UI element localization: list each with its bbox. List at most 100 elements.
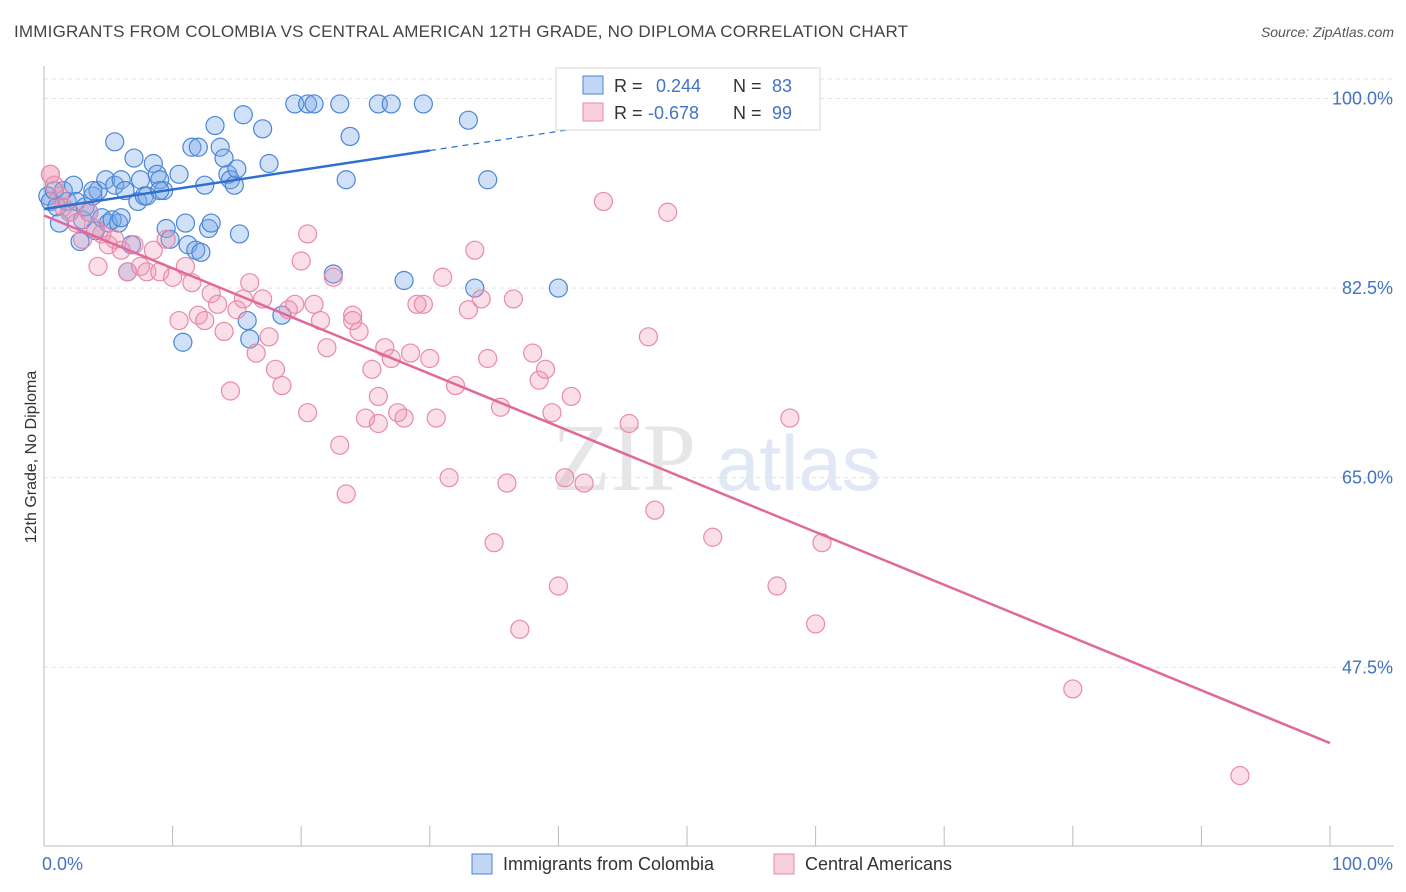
central-american-point: [413, 294, 433, 314]
central-american-point: [304, 294, 324, 314]
legend-n-label-1: N =: [733, 76, 762, 96]
central-american-point: [291, 251, 311, 271]
colombia-point: [63, 175, 84, 195]
central-american-point: [44, 175, 64, 195]
central-american-point: [227, 300, 247, 320]
central-american-point: [298, 224, 318, 244]
colombia-point: [188, 137, 208, 157]
central-american-point: [555, 468, 575, 488]
colombia-point: [96, 170, 116, 190]
central-american-point: [780, 408, 800, 428]
central-american-point: [400, 343, 421, 363]
bottom-legend-label-colombia: Immigrants from Colombia: [503, 854, 715, 874]
colombia-point: [233, 105, 253, 125]
central-american-point: [484, 533, 504, 553]
central-american-point: [439, 468, 459, 488]
colombia-point: [340, 126, 360, 147]
legend-r-label-2: R =: [614, 103, 643, 123]
central-american-point: [638, 327, 659, 347]
colombia-point: [70, 231, 90, 252]
colombia-point: [548, 278, 569, 298]
colombia-point: [229, 224, 250, 244]
colombia-point: [143, 153, 163, 174]
watermark-zip: ZIP: [552, 404, 696, 511]
central-american-point: [362, 359, 382, 379]
central-american-point: [465, 240, 485, 260]
axes: 47.5% 65.0% 82.5% 100.0% 0.0% 100.0%: [42, 66, 1394, 874]
legend-n-label-2: N =: [733, 103, 762, 123]
central-american-point: [535, 359, 556, 379]
central-american-point: [574, 473, 594, 493]
central-american-point: [265, 359, 286, 379]
colombia-point: [156, 218, 176, 239]
central-american-point: [317, 338, 337, 358]
series-legend: Immigrants from Colombia Central America…: [471, 853, 952, 875]
central-american-point: [523, 343, 543, 363]
x-tick-label: 0.0%: [42, 854, 83, 874]
colombia-point: [381, 94, 401, 114]
central-american-point: [510, 619, 530, 639]
colombia-point: [465, 278, 485, 298]
central-american-point: [214, 321, 234, 342]
colombia-point: [111, 170, 131, 190]
central-american-point: [156, 229, 176, 249]
colombia-point: [83, 180, 103, 201]
central-american-point: [208, 294, 228, 314]
central-american-point: [394, 408, 414, 428]
colombia-point: [227, 159, 247, 179]
y-tick-label: 100.0%: [1332, 89, 1393, 109]
legend-n-value-1: 83: [772, 76, 792, 96]
central-american-point: [343, 310, 363, 331]
colombia-point: [182, 137, 202, 157]
central-american-point: [246, 343, 266, 363]
central-american-point: [619, 413, 639, 434]
central-american-point: [169, 310, 189, 331]
colombia-point: [336, 170, 356, 190]
colombia-point: [130, 170, 151, 190]
central-american-point: [433, 267, 453, 287]
colombia-point: [394, 270, 414, 291]
central-american-point: [88, 256, 108, 277]
colombia-point: [214, 148, 234, 168]
colombia-point: [413, 94, 433, 114]
legend-n-value-2: 99: [772, 103, 792, 123]
central-american-point: [330, 435, 350, 455]
legend-r-value-2: -0.678: [648, 103, 699, 123]
central-american-point: [805, 614, 826, 634]
colombia-point: [304, 94, 324, 114]
central-american-point: [368, 386, 388, 407]
legend-swatch-colombia: [582, 75, 604, 95]
colombia-point: [150, 170, 170, 190]
colombia-point: [201, 213, 221, 233]
central-american-point: [529, 370, 549, 390]
colombia-point: [210, 137, 230, 157]
colombia-point: [111, 208, 131, 228]
colombia-point: [124, 148, 144, 168]
central-american-point: [79, 202, 99, 222]
colombia-point: [298, 94, 318, 114]
central-american-point: [220, 381, 241, 401]
colombia-point: [259, 153, 279, 174]
central-american-point: [298, 403, 318, 423]
central-american-point: [60, 202, 80, 222]
central-american-point: [561, 386, 581, 407]
colombia-point: [205, 115, 225, 136]
central-americans-trend-line: [43, 214, 1331, 745]
legend-r-label-1: R =: [614, 76, 643, 96]
colombia-point: [240, 329, 260, 349]
chart-title: IMMIGRANTS FROM COLOMBIA VS CENTRAL AMER…: [14, 22, 909, 41]
colombia-point: [169, 164, 189, 184]
central-american-point: [368, 413, 388, 434]
central-american-point: [426, 408, 446, 428]
bottom-legend-label-central-americans: Central Americans: [805, 854, 952, 874]
central-american-point: [658, 202, 678, 222]
central-american-point: [407, 294, 427, 314]
central-american-point: [703, 527, 723, 547]
colombia-point: [478, 170, 498, 190]
y-tick-label: 47.5%: [1342, 657, 1393, 677]
central-american-point: [240, 273, 260, 293]
central-american-point: [40, 164, 61, 184]
correlation-legend: R = 0.244 N = 83 R = -0.678 N = 99: [555, 67, 821, 131]
central-american-point: [1230, 765, 1250, 786]
colombia-point: [330, 94, 350, 114]
